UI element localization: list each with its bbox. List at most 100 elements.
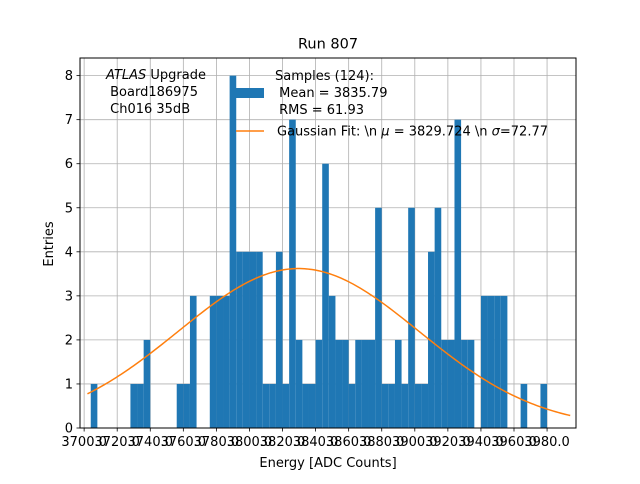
histogram-bar bbox=[90, 383, 98, 428]
histogram-bar bbox=[355, 339, 362, 428]
legend-samples-line-1: Samples (124): bbox=[275, 69, 374, 84]
x-tick-label: 3760.0 bbox=[161, 435, 207, 450]
histogram-bar bbox=[361, 339, 369, 428]
x-tick-label: 3880.0 bbox=[359, 435, 405, 450]
histogram-bar bbox=[223, 295, 230, 428]
y-tick-label: 3 bbox=[65, 289, 73, 304]
histogram-bar bbox=[467, 339, 475, 428]
histogram-bar bbox=[480, 295, 488, 428]
histogram-bar bbox=[262, 383, 270, 428]
histogram-bar bbox=[189, 295, 197, 428]
legend-fit-label: Gaussian Fit: \n μ = 3829.724 \n σ=72.77 bbox=[277, 125, 548, 140]
histogram-bar bbox=[295, 339, 303, 428]
histogram-bar bbox=[137, 383, 144, 428]
gaussian-fit bbox=[87, 267, 571, 417]
histogram-bar bbox=[388, 383, 395, 428]
histogram-bar bbox=[428, 251, 435, 428]
x-tick-label: 3900.0 bbox=[392, 435, 438, 450]
histogram-bar bbox=[130, 383, 138, 428]
annotation: ATLAS Upgrade Board186975 Ch016 35dB bbox=[105, 68, 206, 117]
histogram-bar bbox=[434, 207, 442, 428]
legend-fit-mu: μ bbox=[380, 125, 389, 140]
histogram-bar bbox=[401, 383, 409, 428]
histogram-bar bbox=[540, 383, 548, 428]
y-tick-label: 7 bbox=[65, 113, 73, 128]
histogram-bar bbox=[381, 383, 389, 428]
histogram-bar bbox=[183, 383, 190, 428]
histogram-bar bbox=[315, 339, 323, 428]
histogram-bar bbox=[229, 75, 237, 428]
legend-swatch-samples bbox=[236, 88, 264, 98]
y-tick-label: 8 bbox=[65, 69, 73, 84]
histogram-bar bbox=[394, 339, 402, 428]
annotation-line-1: ATLAS Upgrade bbox=[105, 68, 206, 83]
histogram-bars bbox=[90, 75, 548, 429]
legend: Samples (124): Mean = 3835.79 RMS = 61.9… bbox=[236, 69, 548, 140]
histogram-bar bbox=[500, 295, 508, 428]
x-tick-label: 3740.0 bbox=[128, 435, 174, 450]
y-ticks: 0 1 2 3 4 5 6 7 8 bbox=[65, 69, 80, 437]
chart-title: Run 807 bbox=[298, 37, 358, 53]
y-tick-label: 5 bbox=[65, 201, 73, 216]
histogram-bar bbox=[282, 383, 290, 428]
histogram-bar bbox=[143, 339, 151, 428]
histogram-bar bbox=[269, 383, 276, 428]
histogram-bar bbox=[176, 383, 184, 428]
histogram-bar bbox=[322, 163, 329, 428]
histogram-bar bbox=[242, 251, 250, 428]
histogram-bar bbox=[256, 251, 263, 428]
x-tick-label: 3920.0 bbox=[425, 435, 471, 450]
y-tick-label: 4 bbox=[65, 245, 73, 260]
legend-samples-line-3: RMS = 61.93 bbox=[275, 103, 364, 118]
histogram-bar bbox=[375, 207, 382, 428]
histogram-bar bbox=[421, 383, 429, 428]
legend-fit-suffix: =72.77 bbox=[500, 125, 548, 140]
histogram-bar bbox=[520, 383, 528, 428]
histogram-bar bbox=[454, 119, 462, 429]
histogram-bar bbox=[328, 295, 336, 428]
histogram-bar bbox=[447, 339, 455, 428]
annotation-line-3: Ch016 35dB bbox=[106, 102, 190, 117]
gaussian-fit-curve bbox=[87, 267, 571, 417]
y-tick-label: 0 bbox=[65, 422, 73, 437]
histogram-bar bbox=[368, 339, 376, 428]
histogram-bar bbox=[461, 339, 468, 428]
x-ticks: 3700.03720.03740.03760.03780.03800.03820… bbox=[61, 428, 570, 450]
legend-fit-mid: = 3829.724 \n bbox=[390, 125, 492, 140]
x-tick-label: 3980.0 bbox=[524, 435, 570, 450]
histogram-bar bbox=[308, 383, 316, 428]
x-axis-label: Energy [ADC Counts] bbox=[259, 456, 396, 471]
histogram-bar bbox=[209, 295, 217, 428]
histogram-bar bbox=[494, 295, 501, 428]
histogram-bar bbox=[335, 339, 343, 428]
histogram-bar bbox=[441, 339, 448, 428]
axes-frame bbox=[79, 57, 577, 429]
y-tick-label: 6 bbox=[65, 157, 73, 172]
histogram-bar bbox=[302, 383, 309, 428]
legend-fit-sigma: σ bbox=[492, 125, 501, 140]
x-tick-label: 3700.0 bbox=[61, 435, 107, 450]
annotation-upgrade: Upgrade bbox=[146, 68, 206, 83]
x-tick-label: 3820.0 bbox=[260, 435, 306, 450]
x-tick-label: 3780.0 bbox=[194, 435, 240, 450]
y-tick-label: 1 bbox=[65, 377, 73, 392]
histogram-bar bbox=[408, 207, 415, 428]
x-tick-label: 3800.0 bbox=[227, 435, 273, 450]
x-tick-label: 3840.0 bbox=[293, 435, 339, 450]
legend-fit-prefix: Gaussian Fit: \n bbox=[277, 125, 381, 140]
x-tick-label: 3860.0 bbox=[326, 435, 372, 450]
y-tick-label: 2 bbox=[65, 333, 73, 348]
histogram-bar bbox=[487, 295, 495, 428]
x-tick-label: 3940.0 bbox=[458, 435, 504, 450]
x-tick-label: 3960.0 bbox=[491, 435, 537, 450]
histogram-bar bbox=[414, 383, 422, 428]
histogram-bar bbox=[275, 251, 283, 428]
x-tick-label: 3720.0 bbox=[94, 435, 140, 450]
histogram-bar bbox=[236, 251, 243, 428]
annotation-atlas: ATLAS bbox=[105, 68, 146, 83]
histogram-bar bbox=[216, 295, 224, 428]
histogram-bar bbox=[342, 339, 349, 428]
histogram-bar bbox=[289, 119, 296, 429]
y-axis-label: Entries bbox=[42, 221, 57, 267]
